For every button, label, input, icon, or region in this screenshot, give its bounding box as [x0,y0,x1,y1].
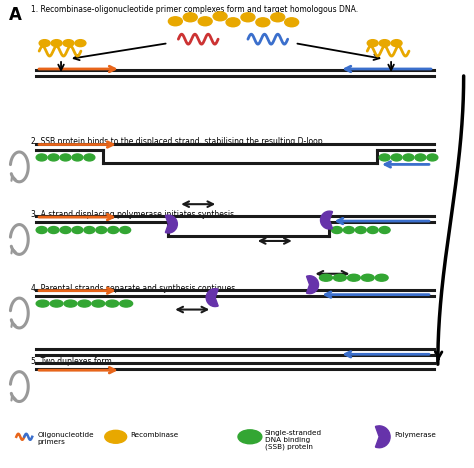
Ellipse shape [226,18,240,27]
Text: 4. Parental strands separate and synthesis continues.: 4. Parental strands separate and synthes… [31,284,238,292]
Ellipse shape [183,13,197,22]
Text: 1. Recombinase-oligonucleotide primer complexes form and target homologous DNA.: 1. Recombinase-oligonucleotide primer co… [31,5,358,15]
Ellipse shape [36,227,47,234]
Ellipse shape [120,227,131,234]
Text: 3. A strand displacing polymerase initiates synthesis.: 3. A strand displacing polymerase initia… [31,210,237,219]
Ellipse shape [379,154,390,161]
Ellipse shape [108,227,118,234]
Ellipse shape [64,300,77,307]
Text: Recombinase: Recombinase [131,432,179,438]
Wedge shape [165,215,177,233]
Ellipse shape [238,430,262,444]
Ellipse shape [48,227,59,234]
Ellipse shape [319,274,332,281]
Ellipse shape [168,17,182,26]
Ellipse shape [256,18,270,27]
Ellipse shape [367,40,378,47]
Ellipse shape [48,154,59,161]
Ellipse shape [391,154,402,161]
Ellipse shape [72,227,83,234]
Ellipse shape [50,300,63,307]
Ellipse shape [241,13,255,22]
Ellipse shape [391,40,402,47]
Ellipse shape [72,154,83,161]
Ellipse shape [427,154,438,161]
Ellipse shape [285,18,299,27]
Ellipse shape [198,17,212,26]
Ellipse shape [403,154,414,161]
Ellipse shape [375,274,388,281]
Ellipse shape [60,227,71,234]
Ellipse shape [361,274,374,281]
Wedge shape [206,289,218,307]
Text: 5. Two duplexes form.: 5. Two duplexes form. [31,357,114,366]
Ellipse shape [92,300,105,307]
Ellipse shape [347,274,360,281]
Ellipse shape [379,40,390,47]
Ellipse shape [36,154,47,161]
Ellipse shape [60,154,71,161]
Ellipse shape [367,227,378,234]
Wedge shape [375,426,390,448]
Ellipse shape [75,40,86,47]
Text: 2. SSB protein binds to the displaced strand, stabilising the resulting D-loop.: 2. SSB protein binds to the displaced st… [31,137,325,146]
Ellipse shape [120,300,133,307]
Ellipse shape [84,154,95,161]
Ellipse shape [213,12,227,21]
Ellipse shape [39,40,50,47]
Ellipse shape [51,40,62,47]
Ellipse shape [78,300,91,307]
Wedge shape [307,276,319,293]
Ellipse shape [63,40,74,47]
Ellipse shape [356,227,366,234]
Ellipse shape [415,154,426,161]
Ellipse shape [36,300,49,307]
Text: Oligonucleotide
primers: Oligonucleotide primers [37,432,94,445]
Ellipse shape [379,227,390,234]
Ellipse shape [331,227,342,234]
Text: Polymerase: Polymerase [394,432,436,438]
Ellipse shape [333,274,346,281]
Ellipse shape [105,431,127,443]
Ellipse shape [84,227,95,234]
Ellipse shape [343,227,354,234]
Wedge shape [320,211,333,229]
Ellipse shape [96,227,107,234]
Ellipse shape [106,300,118,307]
Text: A: A [9,7,22,24]
Ellipse shape [271,13,285,22]
Text: Single-stranded
DNA binding
(SSB) protein: Single-stranded DNA binding (SSB) protei… [265,430,322,450]
